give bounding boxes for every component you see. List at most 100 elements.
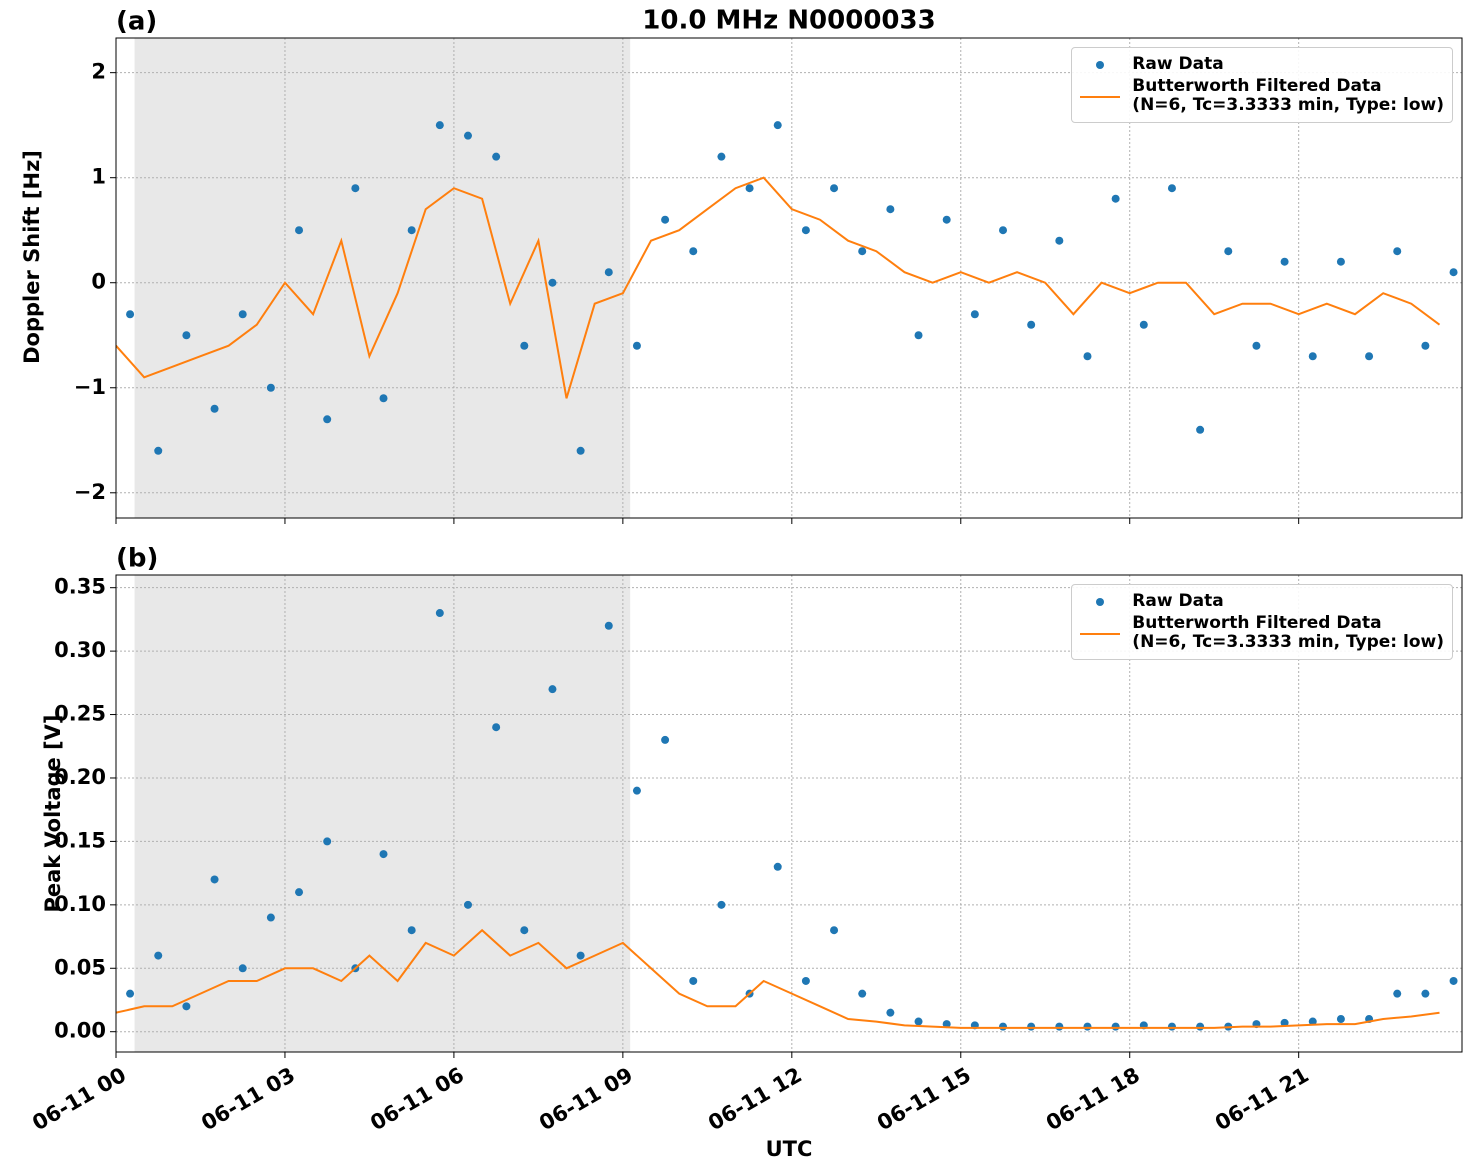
legend-text: Raw Data bbox=[1132, 54, 1224, 74]
raw-point bbox=[1365, 352, 1374, 361]
raw-point bbox=[407, 226, 416, 235]
raw-point bbox=[1111, 1022, 1120, 1031]
y-axis-label: Peak Voltage [V] bbox=[41, 714, 65, 912]
x-axis-label: UTC bbox=[766, 1137, 813, 1161]
raw-point bbox=[1280, 1018, 1289, 1027]
raw-point bbox=[773, 121, 782, 130]
raw-point bbox=[1083, 1022, 1092, 1031]
raw-point bbox=[154, 446, 163, 455]
raw-point bbox=[1167, 1022, 1176, 1031]
raw-point bbox=[266, 913, 275, 922]
raw-point bbox=[435, 121, 444, 130]
y-tick-label: 0.10 bbox=[54, 892, 106, 916]
raw-point bbox=[1139, 320, 1148, 329]
filtered-line bbox=[116, 928, 1440, 1029]
axes-frame bbox=[115, 574, 1463, 1053]
legend-line bbox=[1080, 632, 1121, 635]
legend-dot bbox=[1096, 598, 1105, 606]
raw-point bbox=[548, 278, 557, 287]
raw-point bbox=[182, 1002, 191, 1011]
raw-point bbox=[1449, 268, 1458, 277]
raw-point bbox=[323, 415, 332, 424]
legend-entry: Raw Data bbox=[1080, 55, 1444, 74]
raw-point bbox=[295, 888, 304, 897]
raw-point bbox=[914, 1017, 923, 1026]
raw-point bbox=[914, 331, 923, 340]
raw-point bbox=[492, 723, 501, 732]
raw-point bbox=[801, 226, 810, 235]
raw-point bbox=[717, 900, 726, 909]
raw-point bbox=[1280, 257, 1289, 266]
raw-point bbox=[886, 205, 895, 214]
raw-point bbox=[1055, 1022, 1064, 1031]
raw-point bbox=[238, 964, 247, 973]
raw-point bbox=[1336, 257, 1345, 266]
raw-point bbox=[1055, 236, 1064, 245]
raw-point bbox=[661, 215, 670, 224]
raw-point bbox=[1421, 989, 1430, 998]
panel-label: (b) bbox=[116, 544, 158, 574]
legend: Raw Data Butterworth Filtered Data (N=6, … bbox=[1071, 47, 1453, 123]
legend-key bbox=[1080, 87, 1121, 106]
raw-point bbox=[1421, 341, 1430, 350]
raw-point bbox=[942, 215, 951, 224]
chart-title: 10.0 MHz N0000033 bbox=[642, 6, 935, 36]
y-tick-label: 1 bbox=[91, 165, 106, 189]
raw-point bbox=[858, 247, 867, 256]
legend-text: Butterworth Filtered Data (N=6, Tc=3.333… bbox=[1132, 613, 1444, 652]
raw-point bbox=[576, 446, 585, 455]
x-tick-label: 06-11 03 bbox=[197, 1063, 299, 1136]
raw-point bbox=[1308, 1017, 1317, 1026]
shaded-span bbox=[134, 38, 631, 518]
raw-point bbox=[604, 621, 613, 630]
y-tick-label: 0.00 bbox=[54, 1019, 106, 1043]
raw-point bbox=[576, 951, 585, 960]
raw-point bbox=[773, 862, 782, 871]
raw-point bbox=[520, 341, 529, 350]
raw-point bbox=[407, 926, 416, 935]
raw-point bbox=[520, 926, 529, 935]
y-tick-label: 0.30 bbox=[54, 638, 106, 662]
raw-point bbox=[463, 900, 472, 909]
y-tick-label: 0 bbox=[91, 270, 106, 294]
raw-point bbox=[238, 310, 247, 319]
x-tick-label: 06-11 12 bbox=[704, 1063, 806, 1136]
x-tick-label: 06-11 00 bbox=[28, 1063, 130, 1136]
raw-point bbox=[1196, 1022, 1205, 1031]
y-tick-label: −1 bbox=[74, 375, 106, 399]
raw-point bbox=[1308, 352, 1317, 361]
legend-text: Raw Data bbox=[1132, 591, 1224, 611]
raw-point bbox=[210, 875, 219, 884]
raw-point bbox=[717, 152, 726, 161]
raw-point bbox=[604, 268, 613, 277]
raw-point bbox=[379, 850, 388, 859]
y-tick-label: 0.20 bbox=[54, 765, 106, 789]
x-tick-label: 06-11 21 bbox=[1211, 1063, 1313, 1136]
legend-entry: Raw Data bbox=[1080, 592, 1444, 611]
raw-point bbox=[886, 1008, 895, 1017]
raw-point bbox=[351, 184, 360, 193]
legend-line bbox=[1080, 95, 1121, 98]
raw-point bbox=[801, 976, 810, 985]
raw-point bbox=[1393, 989, 1402, 998]
raw-point bbox=[210, 404, 219, 413]
x-tick-label: 06-11 09 bbox=[535, 1063, 637, 1136]
raw-point bbox=[689, 247, 698, 256]
raw-point bbox=[1449, 976, 1458, 985]
raw-point bbox=[182, 331, 191, 340]
y-tick-label: 0.15 bbox=[54, 828, 106, 852]
raw-point bbox=[745, 184, 754, 193]
y-axis-label: Doppler Shift [Hz] bbox=[20, 150, 44, 364]
raw-point bbox=[689, 976, 698, 985]
plot-area bbox=[116, 121, 1458, 455]
raw-point bbox=[1167, 184, 1176, 193]
raw-point bbox=[830, 926, 839, 935]
raw-point bbox=[1083, 352, 1092, 361]
x-tick-label: 06-11 18 bbox=[1042, 1063, 1144, 1136]
y-tick-label: −2 bbox=[74, 480, 106, 504]
raw-point bbox=[548, 685, 557, 694]
raw-point bbox=[379, 394, 388, 403]
raw-point bbox=[970, 310, 979, 319]
raw-point bbox=[154, 951, 163, 960]
